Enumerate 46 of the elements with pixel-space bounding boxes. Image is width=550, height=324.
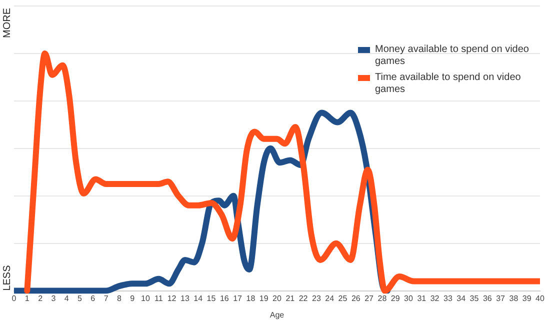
- x-tick-label: 19: [259, 294, 269, 303]
- x-tick-label: 7: [104, 294, 109, 303]
- x-tick-label: 17: [233, 294, 243, 303]
- x-tick-label: 10: [141, 294, 150, 303]
- x-tick-label: 16: [220, 294, 230, 303]
- x-tick-label: 15: [206, 294, 216, 303]
- x-tick-label: 6: [90, 294, 96, 303]
- x-tick-label: 3: [51, 294, 56, 303]
- x-tick-label: 24: [325, 294, 335, 303]
- legend-label: Money available to spend on video games: [375, 44, 530, 68]
- x-tick-label: 23: [312, 294, 322, 303]
- x-tick-label: 0: [12, 294, 17, 303]
- x-tick-label: 25: [338, 294, 348, 303]
- x-tick-label: 2: [38, 294, 44, 303]
- x-tick-label: 14: [194, 294, 204, 303]
- x-tick-label: 35: [470, 294, 480, 303]
- x-tick-label: 4: [64, 294, 70, 303]
- x-tick-label: 33: [443, 294, 453, 303]
- x-tick-label: 30: [404, 294, 414, 303]
- x-tick-label: 26: [351, 294, 361, 303]
- x-tick-label: 12: [167, 294, 177, 303]
- x-tick-label: 1: [24, 294, 30, 303]
- x-tick-label: 18: [246, 294, 256, 303]
- x-axis-title: Age: [270, 310, 285, 320]
- text: MORE: [2, 8, 13, 38]
- x-tick-label: 28: [378, 294, 388, 303]
- x-tick-label: 31: [417, 294, 427, 303]
- x-tick-label: 5: [78, 294, 83, 303]
- x-tick-label: 8: [116, 294, 122, 303]
- x-tick-label: 39: [522, 294, 532, 303]
- x-tick-label: 38: [509, 294, 519, 303]
- x-tick-label: 36: [482, 294, 492, 303]
- x-tick-label: 37: [496, 294, 506, 303]
- x-tick-label: 9: [130, 294, 136, 303]
- legend-label: Time available to spend on video games: [375, 72, 522, 96]
- x-tick-label: 21: [286, 294, 296, 303]
- text: LESS: [2, 264, 13, 291]
- x-tick-label: 34: [456, 294, 466, 303]
- x-tick-label: 29: [390, 294, 400, 303]
- x-tick-label: 40: [536, 294, 545, 303]
- x-tick-label: 27: [364, 294, 374, 303]
- x-tick-label: 32: [430, 294, 440, 303]
- x-tick-label: 13: [180, 294, 190, 303]
- x-tick-label: 11: [154, 294, 164, 303]
- x-tick-label: 20: [272, 294, 282, 303]
- x-tick-label: 22: [298, 294, 308, 303]
